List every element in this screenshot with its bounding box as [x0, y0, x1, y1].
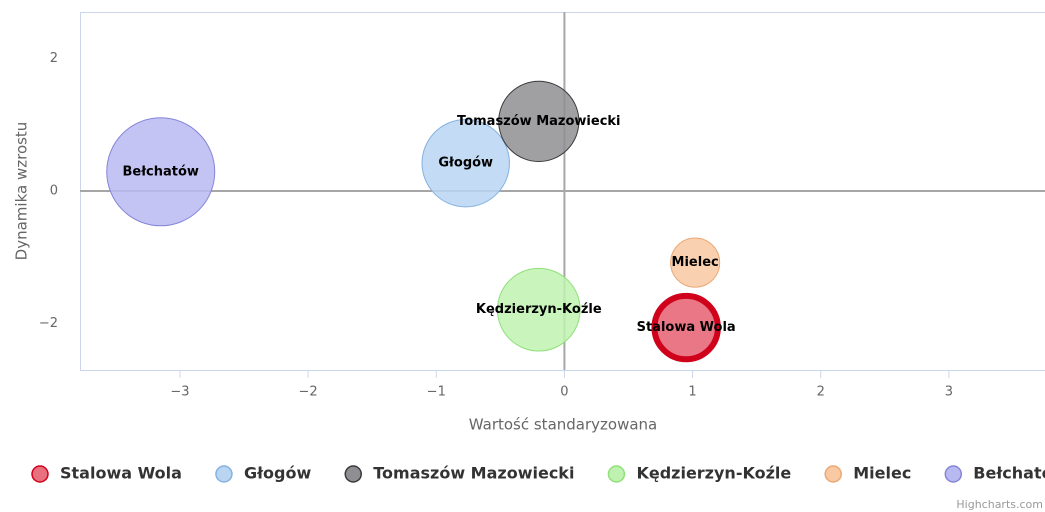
legend-symbol[interactable] — [944, 465, 963, 483]
bubble-label: Stalowa Wola — [637, 320, 736, 335]
bubble-label: Bełchatów — [123, 164, 199, 179]
legend-item[interactable]: Kędzierzyn-Koźle — [636, 464, 791, 483]
legend-symbol[interactable] — [215, 465, 233, 483]
y-tick-label: −2 — [39, 316, 58, 331]
x-tick-label: −3 — [170, 385, 189, 400]
bubble-label: Mielec — [672, 255, 719, 270]
x-tick-label: 0 — [560, 385, 568, 400]
bubble[interactable] — [651, 292, 721, 363]
bubble[interactable] — [670, 237, 721, 288]
y-axis-title: Dynamika wzrostu — [13, 122, 31, 261]
bubble-label: Tomaszów Mazowiecki — [457, 114, 620, 129]
bubble[interactable] — [496, 267, 581, 352]
bubble[interactable] — [421, 118, 510, 208]
y-tick-label: 2 — [50, 51, 58, 66]
y-tick-label: 0 — [50, 184, 58, 199]
x-tick-label: 1 — [688, 385, 696, 400]
legend-item[interactable]: Głogów — [244, 464, 312, 483]
bubble[interactable] — [498, 80, 580, 162]
x-tick-label: 3 — [945, 385, 953, 400]
bubble-label: Głogów — [438, 156, 493, 171]
x-axis-title: Wartość standaryzowana — [469, 416, 657, 434]
x-tick-label: −2 — [299, 385, 318, 400]
legend-item[interactable]: Bełchatów — [973, 464, 1045, 483]
legend-symbol[interactable] — [344, 465, 362, 483]
x-tick-label: −1 — [427, 385, 446, 400]
legend-item[interactable]: Mielec — [853, 464, 911, 483]
bubble-label: Kędzierzyn-Koźle — [476, 302, 602, 317]
legend-symbol[interactable] — [824, 465, 842, 483]
credits[interactable]: Highcharts.com — [956, 498, 1043, 511]
legend-symbol[interactable] — [607, 465, 626, 483]
x-tick-label: 2 — [817, 385, 825, 400]
legend-item[interactable]: Stalowa Wola — [60, 464, 182, 483]
legend-item[interactable]: Tomaszów Mazowiecki — [373, 464, 574, 483]
legend-symbol[interactable] — [31, 465, 49, 483]
bubble[interactable] — [106, 117, 216, 227]
